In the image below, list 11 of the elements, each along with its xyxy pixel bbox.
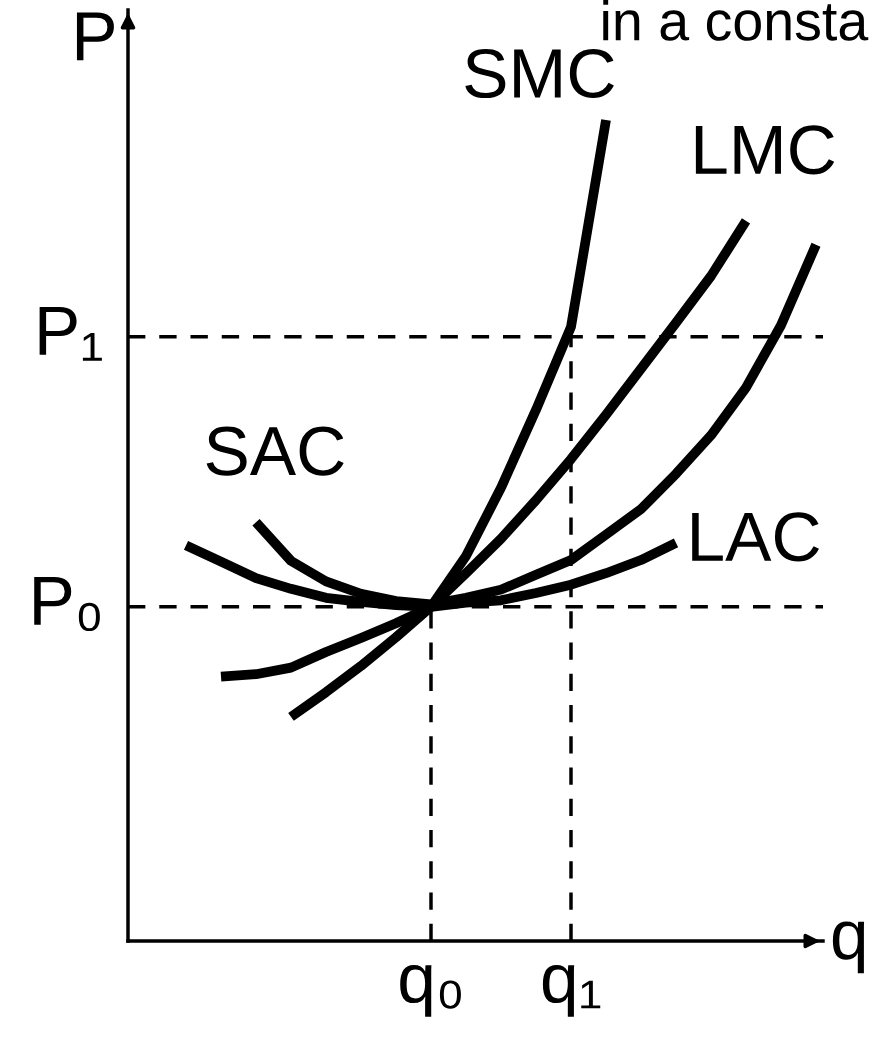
- chart-title: in a consta: [603, 0, 869, 41]
- x-tick-label: q₀: [400, 965, 461, 1017]
- ref-line-label: P₀: [34, 577, 100, 632]
- series-label: LMC: [695, 125, 835, 175]
- series-label: LAC: [692, 512, 819, 562]
- y-axis-title: P: [76, 12, 114, 61]
- x-axis-title: q: [832, 921, 865, 974]
- series-label: SMC: [465, 48, 614, 99]
- x-tick-label: q₁: [542, 965, 601, 1017]
- ref-line-label: P₁: [39, 306, 102, 361]
- series-label: SAC: [206, 426, 344, 476]
